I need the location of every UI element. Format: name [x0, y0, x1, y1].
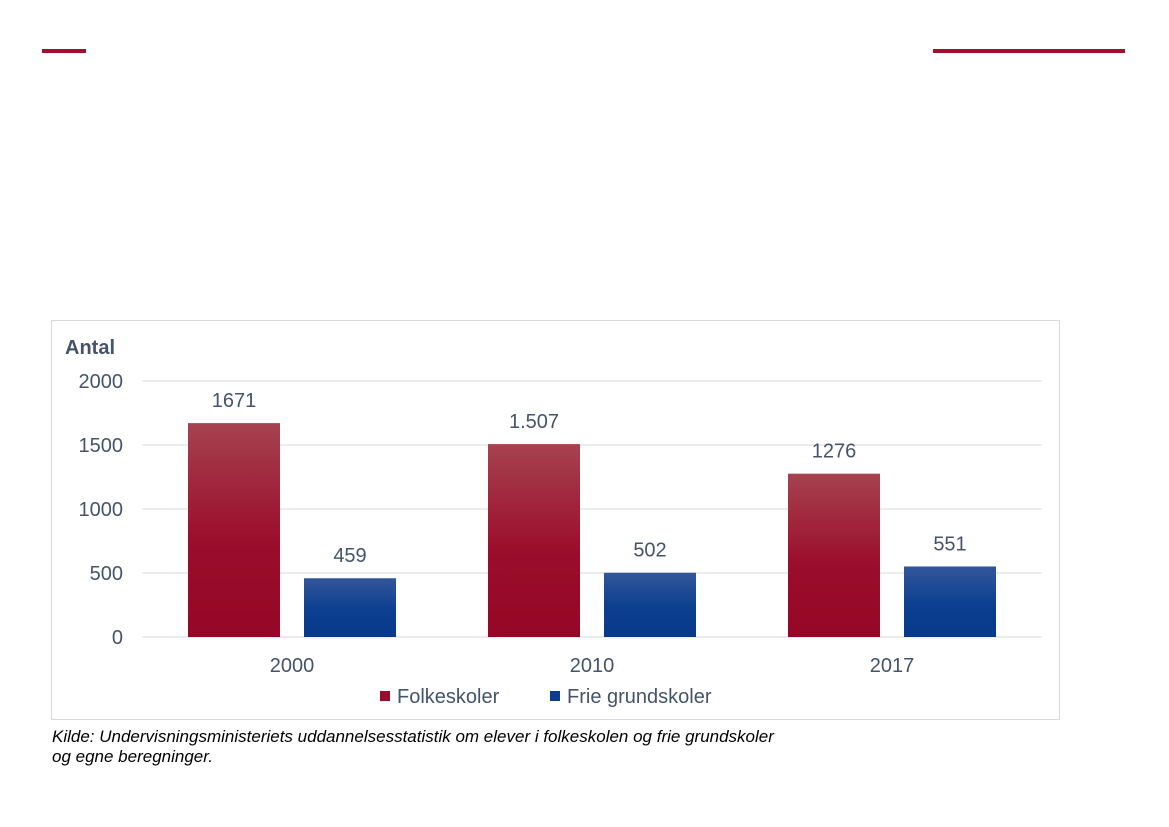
accent-line-left — [42, 49, 86, 53]
data-label-frie-grundskoler-2017: 551 — [933, 533, 966, 555]
source-note: Kilde: Undervisningsministeriets uddanne… — [52, 727, 1012, 767]
chart-frame: 0 500 1000 1500 2000 Antal 1671 459 1.507 502 12… — [51, 320, 1060, 720]
legend-label-frie-grundskoler: Frie grundskoler — [567, 686, 712, 708]
y-tick-label: 500 — [90, 563, 123, 585]
legend-swatch-frie-grundskoler — [550, 691, 560, 701]
bars — [188, 423, 996, 637]
bar-chart: 0 500 1000 1500 2000 Antal 1671 459 1.507 502 12… — [65, 337, 1042, 708]
source-line-1: Kilde: Undervisningsministeriets uddanne… — [52, 727, 774, 746]
bar-frie-grundskoler-2010 — [604, 572, 696, 637]
data-label-folkeskoler-2017: 1276 — [812, 441, 857, 463]
data-label-frie-grundskoler-2000: 459 — [333, 545, 366, 567]
data-label-frie-grundskoler-2010: 502 — [633, 540, 666, 562]
data-label-folkeskoler-2010: 1.507 — [509, 411, 559, 433]
x-tick-label: 2017 — [870, 655, 915, 677]
y-axis-tick-labels: 0 500 1000 1500 2000 — [79, 371, 124, 649]
y-tick-label: 1500 — [79, 435, 124, 457]
bar-folkeskoler-2017 — [788, 473, 880, 637]
bar-folkeskoler-2010 — [488, 444, 580, 637]
x-axis-tick-labels: 2000 2010 2017 — [270, 655, 915, 677]
gridlines — [142, 380, 1042, 638]
legend: Folkeskoler Frie grundskoler — [380, 686, 712, 708]
source-line-2: og egne beregninger. — [52, 747, 214, 766]
bar-frie-grundskoler-2000 — [304, 578, 396, 637]
y-axis-label: Antal — [65, 337, 115, 359]
y-tick-label: 0 — [112, 627, 123, 649]
y-tick-label: 2000 — [79, 371, 124, 393]
bar-folkeskoler-2000 — [188, 423, 280, 637]
data-label-folkeskoler-2000: 1671 — [212, 390, 257, 412]
x-tick-label: 2010 — [570, 655, 615, 677]
bar-frie-grundskoler-2017 — [904, 566, 996, 637]
legend-label-folkeskoler: Folkeskoler — [397, 686, 500, 708]
x-tick-label: 2000 — [270, 655, 315, 677]
data-labels: 1671 459 1.507 502 1276 551 — [212, 390, 967, 567]
accent-line-right — [933, 49, 1125, 53]
legend-swatch-folkeskoler — [380, 691, 390, 701]
y-tick-label: 1000 — [79, 499, 124, 521]
